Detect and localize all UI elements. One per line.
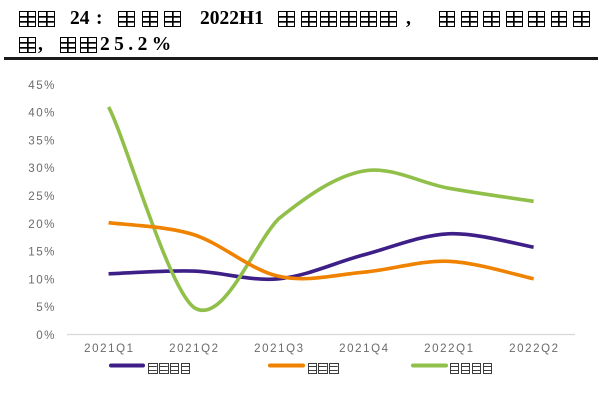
svg-text:2021Q2: 2021Q2 [169, 343, 220, 355]
svg-text:25%: 25% [28, 190, 56, 203]
svg-text:40%: 40% [28, 107, 56, 120]
svg-text:2021Q1: 2021Q1 [84, 343, 135, 355]
svg-text:2021Q3: 2021Q3 [254, 343, 305, 355]
svg-text:2022Q1: 2022Q1 [424, 343, 475, 355]
svg-text:30%: 30% [28, 162, 56, 175]
svg-text:0%: 0% [36, 329, 56, 342]
svg-text:35%: 35% [28, 134, 56, 147]
svg-text:10%: 10% [28, 273, 56, 286]
svg-text:2021Q4: 2021Q4 [339, 343, 390, 355]
svg-text:15%: 15% [28, 246, 56, 259]
svg-text:5%: 5% [36, 301, 56, 314]
svg-text:20%: 20% [28, 218, 56, 231]
svg-text:2022Q2: 2022Q2 [509, 343, 560, 355]
svg-text:45%: 45% [28, 79, 56, 92]
